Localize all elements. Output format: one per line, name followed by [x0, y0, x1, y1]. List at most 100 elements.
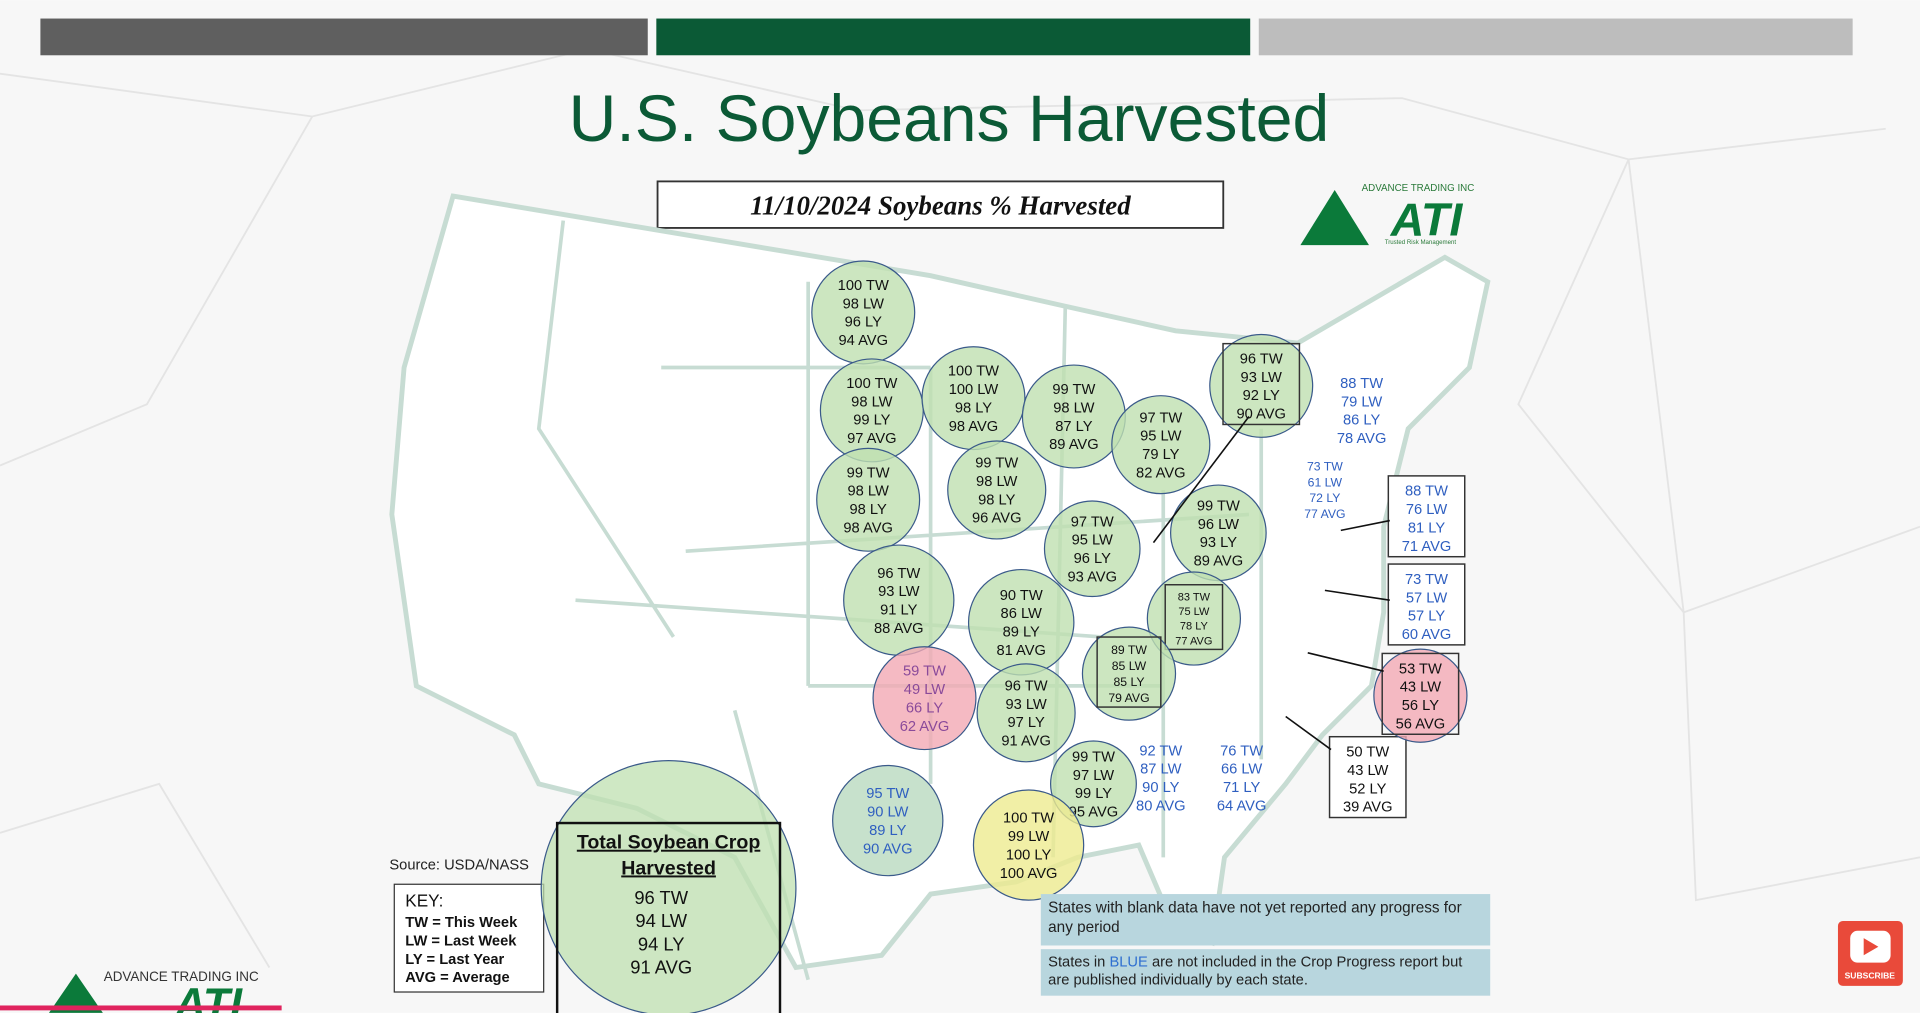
- state-label: 50 TW 43 LW 52 LY 39 AVG: [1328, 735, 1407, 819]
- state-box: [1164, 584, 1224, 651]
- state-label: 73 TW 61 LW 72 LY 77 AVG: [1304, 459, 1345, 521]
- state-value: 93 LW: [878, 584, 919, 600]
- state-label: 96 TW 93 LW 92 LY 90 AVG: [1209, 333, 1314, 438]
- key-lines: TW = This Week LW = Last Week LY = Last Ye…: [405, 915, 518, 986]
- state-circle: [967, 568, 1075, 676]
- state-value: 87 LY: [1055, 419, 1092, 435]
- state-value: 60 AVG: [1402, 627, 1452, 643]
- state-value: 79 LW: [1341, 394, 1382, 410]
- state-value: 91 LY: [880, 603, 917, 619]
- state-value: 96 TW: [1240, 351, 1283, 367]
- state-value: 99 LY: [1075, 786, 1112, 802]
- state-value: 99 LY: [853, 413, 890, 429]
- state-box: [1096, 636, 1162, 708]
- state-label: 90 TW 86 LW 89 LY 81 AVG: [967, 568, 1075, 676]
- note-box: [1040, 949, 1491, 996]
- state-label: 99 TW 98 LW 87 LY 89 AVG: [1021, 364, 1126, 469]
- state-label: 88 TW 79 LW 86 LY 78 AVG: [1337, 376, 1387, 447]
- state-value: 82 AVG: [1136, 465, 1186, 481]
- state-value: 100 TW: [838, 278, 889, 294]
- state-value: 90 AVG: [863, 841, 913, 857]
- state-value: 95 TW: [866, 786, 909, 802]
- state-circle: [1111, 395, 1211, 495]
- state-value: 100 TW: [948, 364, 999, 380]
- state-circle: [1043, 500, 1141, 598]
- key-title: KEY:: [405, 890, 443, 910]
- state-label: 97 TW 95 LW 79 LY 82 AVG: [1111, 395, 1211, 495]
- state-value: 77 AVG: [1175, 635, 1212, 647]
- subtitle-box: [656, 180, 1225, 229]
- state-box: [1222, 342, 1301, 426]
- subscribe-label[interactable]: SUBSCRIBE: [1845, 971, 1896, 981]
- logo-triangle: [48, 973, 103, 1013]
- logo: ADVANCE TRADING INC ATI Trusted Risk Man…: [1300, 183, 1474, 246]
- state-value: 98 LY: [955, 400, 992, 416]
- total-value: 91 AVG: [630, 957, 692, 978]
- state-value: 73 TW: [1307, 459, 1343, 473]
- logo-company: ADVANCE TRADING INC: [104, 969, 259, 984]
- state-value: 99 TW: [847, 465, 890, 481]
- state-value: 98 LY: [978, 492, 1015, 508]
- source: Source: USDA/NASS: [389, 858, 529, 874]
- state-value: 49 LW: [904, 682, 945, 698]
- state-label: 100 TW 100 LW 98 LY 98 AVG: [921, 346, 1026, 451]
- state-value: 89 AVG: [1049, 437, 1099, 453]
- state-label: 53 TW 43 LW 56 LY 56 AVG: [1373, 648, 1468, 743]
- state-label: 99 TW 96 LW 93 LY 89 AVG: [1170, 484, 1267, 582]
- state-value: 78 LY: [1180, 621, 1209, 633]
- key-line: TW = This Week: [405, 915, 518, 931]
- logo-mark: ATI: [1390, 193, 1464, 245]
- state-label: 100 TW 99 LW 100 LY 100 AVG: [972, 789, 1085, 901]
- state-value: 95 LW: [1140, 429, 1181, 445]
- state-value: 43 LW: [1400, 680, 1441, 696]
- state-label: 99 TW 97 LW 99 LY 95 AVG: [1050, 740, 1137, 828]
- logo-triangle: [1300, 189, 1369, 246]
- note-box: [1040, 894, 1491, 946]
- state-circle: [1146, 571, 1242, 666]
- state-value: 100 LW: [949, 382, 999, 398]
- state-value: 100 TW: [846, 376, 897, 392]
- progress-bar: [0, 1005, 282, 1011]
- state-label: 100 TW 98 LW 96 LY 94 AVG: [811, 260, 916, 365]
- state-value: 97 TW: [1139, 410, 1182, 426]
- state-label: 83 TW 75 LW 78 LY 77 AVG: [1146, 571, 1242, 666]
- state-box: [1328, 735, 1407, 819]
- state-value: 99 LW: [1008, 829, 1049, 845]
- state-value: 89 LY: [869, 823, 906, 839]
- state-value: 85 LY: [1113, 675, 1144, 689]
- top-bar: [1258, 18, 1853, 56]
- state-value: 90 LW: [867, 805, 908, 821]
- state-value: 97 LW: [1073, 768, 1114, 784]
- state-value: 95 AVG: [1069, 805, 1119, 821]
- state-value: 93 LW: [1005, 697, 1046, 713]
- total-value: 94 LY: [638, 933, 685, 954]
- state-value: 79 LY: [1142, 447, 1179, 463]
- state-value: 96 LY: [845, 315, 882, 331]
- state-value: 93 AVG: [1067, 569, 1117, 585]
- key-line: LW = Last Week: [405, 933, 517, 949]
- logo-company: ADVANCE TRADING INC: [1362, 183, 1475, 194]
- state-box: [1387, 475, 1466, 558]
- total-box: [555, 821, 782, 1013]
- state-value: 71 LY: [1223, 780, 1260, 796]
- note: States in BLUE are not included in the C…: [1048, 953, 1484, 990]
- subscribe-play[interactable]: [1863, 938, 1879, 956]
- state-value: 56 LY: [1402, 698, 1439, 714]
- state-value: 83 TW: [1178, 591, 1211, 603]
- state-circle: [947, 440, 1047, 540]
- state-value: 96 LY: [1074, 551, 1111, 567]
- state-value: 99 TW: [1052, 382, 1095, 398]
- note-blue: States in BLUE are not included in the C…: [1048, 953, 1484, 990]
- state-value: 50 TW: [1346, 745, 1389, 761]
- total-value: 96 TW: [634, 887, 688, 908]
- state-labels: 100 TW 98 LW 96 LY 94 AVG 100 TW 98 LW 99 LY 97…: [811, 260, 1468, 901]
- state-value: 100 AVG: [1000, 866, 1058, 882]
- state-value: 39 AVG: [1343, 800, 1393, 816]
- state-label: 100 TW 98 LW 99 LY 97 AVG: [819, 358, 924, 463]
- subscribe-button[interactable]: SUBSCRIBE: [1837, 920, 1903, 986]
- key-line: LY = Last Year: [405, 952, 504, 968]
- title: U.S. Soybeans Harvested: [569, 82, 1330, 156]
- state-value: 43 LW: [1347, 763, 1388, 779]
- state-label: 97 TW 95 LW 96 LY 93 AVG: [1043, 500, 1141, 598]
